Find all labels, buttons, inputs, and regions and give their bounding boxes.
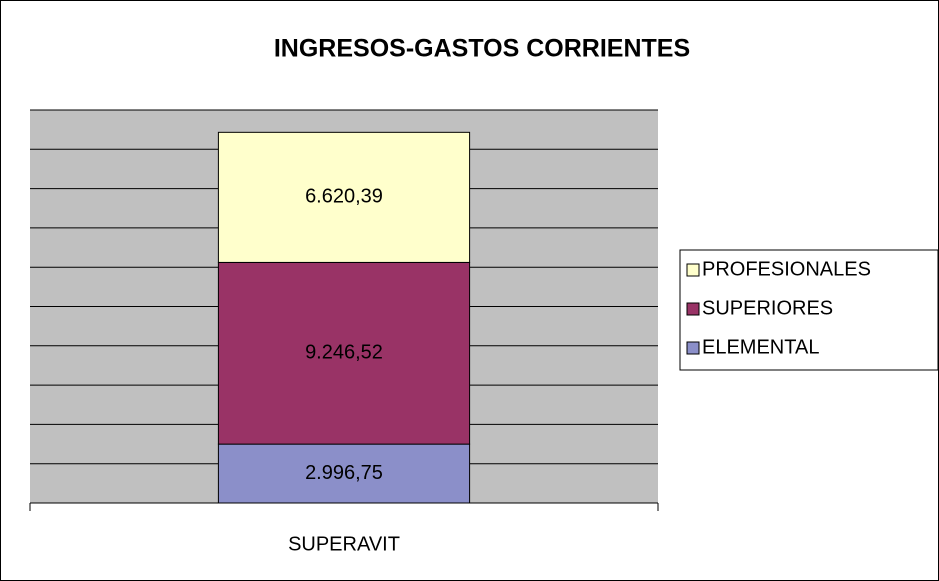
bar-segment (217, 443, 471, 504)
chart-title: INGRESOS-GASTOS CORRIENTES (274, 35, 690, 63)
legend-swatch (686, 341, 700, 355)
data-label: 2.996,75 (305, 462, 383, 484)
bar-segment (217, 261, 471, 445)
bar-segment (217, 131, 471, 263)
legend-swatch (686, 263, 700, 277)
data-label: 6.620,39 (305, 186, 383, 208)
data-label: 9.246,52 (305, 342, 383, 364)
legend-box (679, 249, 939, 371)
legend-label: PROFESIONALES (702, 258, 871, 280)
legend-label: SUPERIORES (702, 297, 833, 319)
x-tick-label: SUPERAVIT (288, 533, 400, 555)
legend-swatch (686, 302, 700, 316)
legend-label: ELEMENTAL (702, 336, 819, 358)
